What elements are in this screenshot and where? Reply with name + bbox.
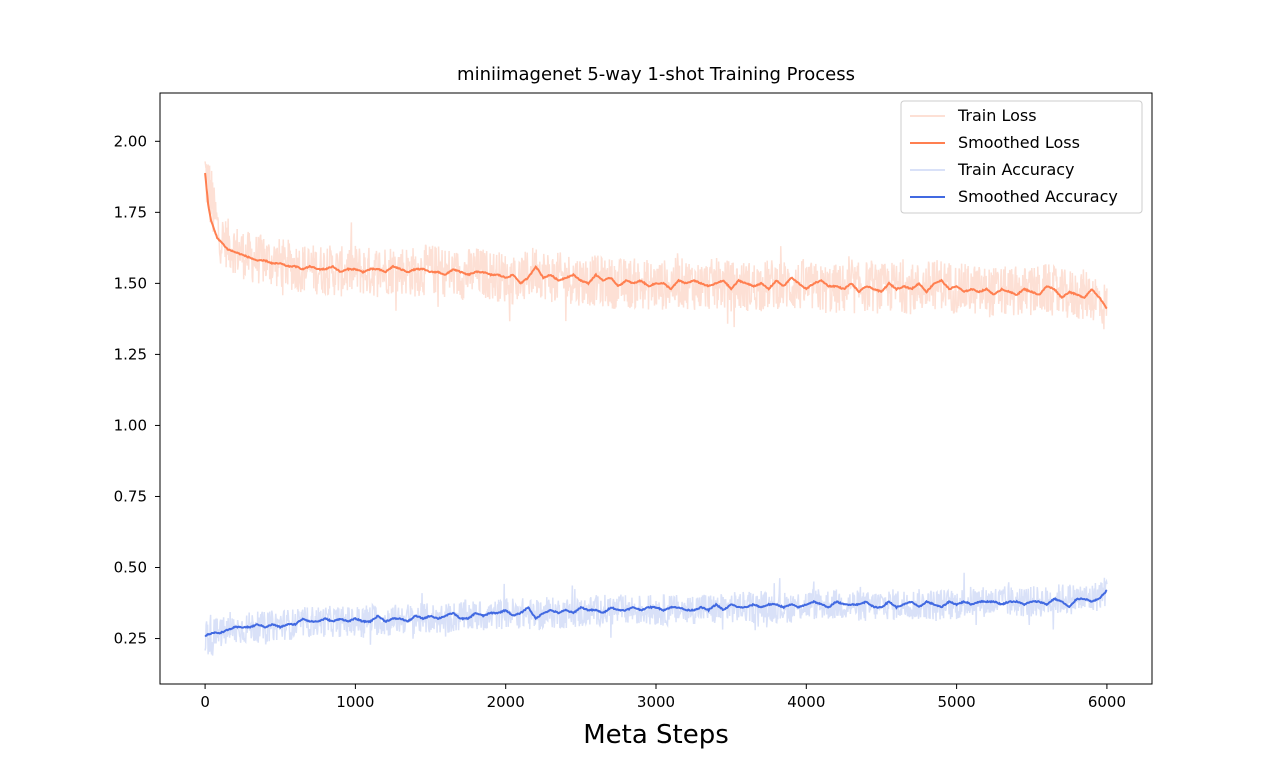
y-tick-label: 1.75 xyxy=(114,203,147,221)
plot-area xyxy=(204,161,1108,656)
y-axis: 0.25 0.50 0.75 1.00 1.25 1.50 1.75 2.00 xyxy=(114,132,160,648)
series-train-loss xyxy=(204,161,1108,330)
y-tick-label: 2.00 xyxy=(114,132,147,150)
x-tick-label: 5000 xyxy=(938,693,976,711)
legend-box xyxy=(900,100,1143,214)
x-tick-label: 0 xyxy=(200,693,210,711)
x-tick-label: 3000 xyxy=(637,693,675,711)
y-tick-label: 1.50 xyxy=(114,274,147,292)
series-smoothed-loss xyxy=(204,172,1108,310)
y-tick-label: 0.75 xyxy=(114,487,147,505)
y-tick-label: 0.25 xyxy=(114,630,147,648)
legend-label-train-loss: Train Loss xyxy=(957,106,1037,125)
x-tick-label: 2000 xyxy=(487,693,525,711)
x-tick-label: 4000 xyxy=(787,693,825,711)
series-layer xyxy=(204,161,1108,656)
series-smoothed-accuracy xyxy=(204,589,1108,637)
y-tick-label: 0.50 xyxy=(114,559,147,577)
legend-label-smoothed-accuracy: Smoothed Accuracy xyxy=(958,187,1118,206)
legend-label-train-accuracy: Train Accuracy xyxy=(957,160,1075,179)
chart-title: miniimagenet 5-way 1-shot Training Proce… xyxy=(457,64,855,85)
y-tick-label: 1.00 xyxy=(114,416,147,434)
y-tick-label: 1.25 xyxy=(114,345,147,363)
legend-label-smoothed-loss: Smoothed Loss xyxy=(958,133,1080,152)
x-tick-label: 1000 xyxy=(336,693,374,711)
x-axis: 0 1000 2000 3000 4000 5000 6000 xyxy=(200,684,1126,711)
series-train-accuracy xyxy=(204,572,1108,656)
x-tick-label: 6000 xyxy=(1088,693,1126,711)
x-axis-label: Meta Steps xyxy=(583,720,729,750)
legend: Train Loss Smoothed Loss Train Accuracy … xyxy=(900,100,1143,214)
